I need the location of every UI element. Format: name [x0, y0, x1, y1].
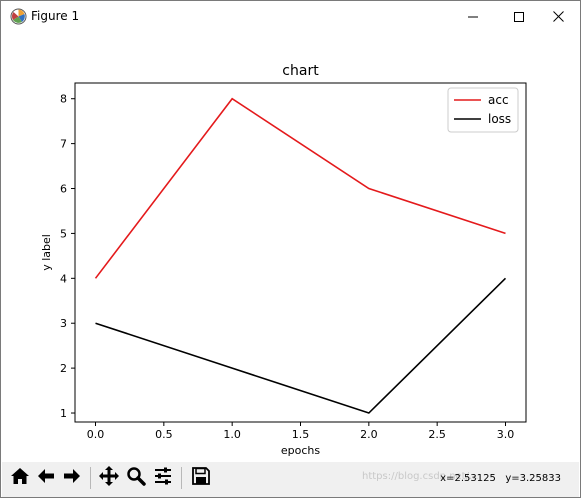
title-bar[interactable]: Figure 1: [1, 1, 580, 32]
zoom-icon: [126, 466, 146, 490]
save-icon: [191, 466, 211, 490]
x-tick-label: 0.0: [87, 428, 105, 441]
x-axis-label: epochs: [281, 444, 320, 457]
forward-icon: [62, 466, 82, 490]
y-tick-label: 1: [60, 407, 67, 420]
y-tick-label: 4: [60, 272, 67, 285]
y-tick-label: 2: [60, 362, 67, 375]
close-icon: [552, 11, 564, 22]
x-tick-label: 1.0: [223, 428, 241, 441]
y-tick-label: 6: [60, 183, 67, 196]
figure-canvas[interactable]: chart 0.0 0.5 1.0 1.5 2.0 2.5 3.0 1 2 3 4 5 6 7 8 epochs…: [2, 32, 579, 462]
home-icon: [10, 466, 30, 490]
toolbar-separator: [181, 467, 182, 489]
x-tick-label: 2.0: [360, 428, 378, 441]
y-tick-label: 3: [60, 317, 67, 330]
y-axis-label: y label: [40, 234, 53, 271]
maximize-button[interactable]: [496, 1, 542, 32]
x-tick-label: 3.0: [497, 428, 515, 441]
series-line-loss: [95, 277, 507, 414]
maximize-icon: [514, 11, 524, 22]
x-tick-label: 2.5: [428, 428, 446, 441]
line-chart: chart 0.0 0.5 1.0 1.5 2.0 2.5 3.0 1 2 3 4 5 6 7 8 epochs…: [40, 63, 527, 457]
back-button[interactable]: [34, 466, 58, 490]
back-icon: [36, 466, 56, 490]
window-title: Figure 1: [31, 9, 80, 23]
configure-subplots-icon: [153, 466, 173, 490]
y-tick-label: 5: [60, 227, 67, 240]
y-tick-label: 7: [60, 138, 67, 151]
toolbar-separator: [90, 467, 91, 489]
close-button[interactable]: [535, 1, 581, 32]
minimize-button[interactable]: [450, 1, 496, 32]
plot-area: [74, 82, 527, 423]
cursor-coordinates: x=2.53125 y=3.25833: [440, 473, 561, 484]
watermark-text: https://blog.csdn.net/...: [362, 471, 479, 482]
x-tick-label: 1.5: [292, 428, 310, 441]
minimize-icon: [468, 12, 478, 22]
configure-subplots-button[interactable]: [151, 466, 175, 490]
home-button[interactable]: [8, 466, 32, 490]
save-button[interactable]: [189, 466, 213, 490]
y-tick-label: 8: [60, 93, 67, 106]
legend-label-acc: acc: [488, 93, 509, 107]
pan-button[interactable]: [97, 466, 121, 490]
forward-button[interactable]: [60, 466, 84, 490]
matplotlib-icon: [10, 8, 27, 25]
chart-title: chart: [282, 63, 319, 79]
legend: [447, 87, 519, 133]
pan-icon: [98, 465, 120, 491]
zoom-button[interactable]: [124, 466, 148, 490]
series-line-acc: [94, 97, 506, 279]
legend-label-loss: loss: [488, 112, 511, 126]
navigation-toolbar: https://blog.csdn.net/... x=2.53125 y=3.…: [2, 462, 579, 497]
x-tick-label: 0.5: [155, 428, 173, 441]
